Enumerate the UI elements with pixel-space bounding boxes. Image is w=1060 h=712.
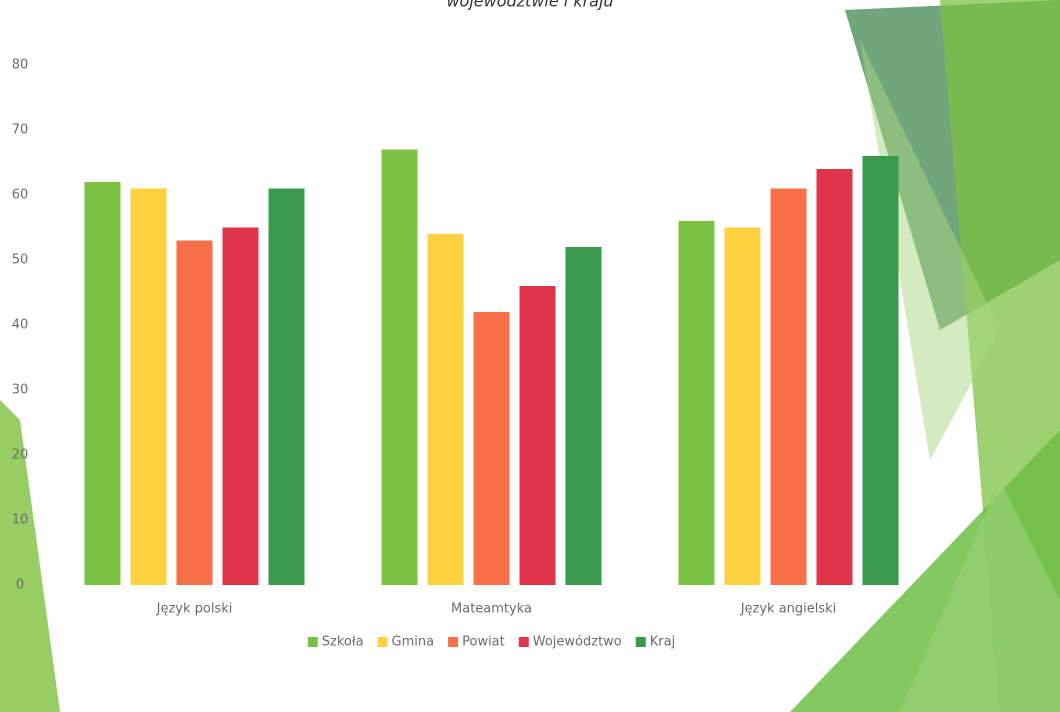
bar: [176, 240, 213, 585]
y-tick-label: 20: [12, 448, 29, 463]
legend-swatch: [518, 637, 529, 647]
bar: [816, 169, 853, 585]
bar: [770, 188, 807, 585]
legend-swatch: [377, 637, 388, 647]
legend-swatch: [448, 637, 459, 647]
legend-label: Województwo: [533, 635, 622, 650]
bar: [724, 227, 761, 585]
legend-swatch: [635, 637, 646, 647]
bar: [381, 149, 418, 585]
bar: [222, 227, 259, 585]
y-tick-label: 70: [12, 123, 29, 138]
bar: [862, 156, 899, 585]
legend-label: Gmina: [392, 635, 435, 650]
legend-label: Szkoła: [322, 635, 364, 650]
bar: [473, 312, 510, 585]
legend-label: Powiat: [462, 635, 505, 650]
chart-title: województwie i kraju: [446, 0, 613, 11]
x-tick-label: Mateamtyka: [451, 602, 532, 617]
bar: [427, 234, 464, 585]
x-tick-label: Język angielski: [740, 602, 837, 617]
y-tick-label: 50: [12, 253, 29, 268]
bar: [268, 188, 305, 585]
bar: [130, 188, 167, 585]
bar: [519, 286, 556, 585]
legend-label: Kraj: [650, 635, 675, 650]
y-tick-label: 30: [12, 383, 29, 398]
y-tick-label: 10: [12, 513, 29, 528]
y-tick-label: 80: [12, 58, 29, 73]
bar: [565, 247, 602, 585]
y-tick-label: 0: [16, 578, 24, 593]
bar: [678, 221, 715, 585]
y-tick-label: 60: [12, 188, 29, 203]
legend-swatch: [307, 637, 318, 647]
x-tick-label: Język polski: [156, 602, 233, 617]
bar: [84, 182, 121, 585]
y-tick-label: 40: [12, 318, 29, 333]
